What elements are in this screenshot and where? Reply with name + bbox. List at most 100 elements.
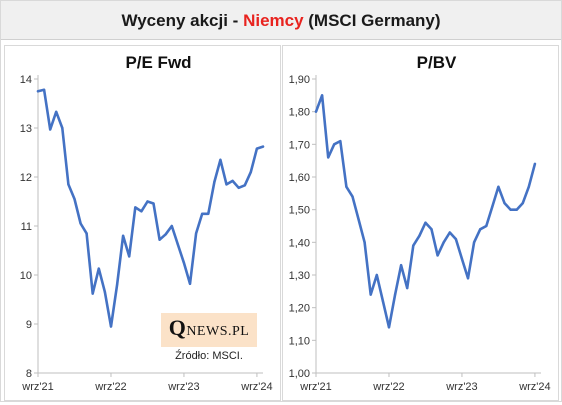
data-point	[122, 234, 125, 237]
x-tick-label: wrz'24	[240, 381, 272, 393]
data-point	[357, 218, 360, 221]
data-point	[115, 283, 119, 286]
data-point	[195, 232, 198, 235]
y-tick-label: 1,60	[289, 172, 310, 184]
page-title: Wyceny akcji - Niemcy (MSCI Germany)	[1, 1, 561, 40]
data-point	[460, 257, 464, 260]
data-point	[412, 244, 415, 247]
data-point	[327, 156, 330, 159]
data-point	[466, 277, 470, 280]
data-point	[393, 293, 397, 296]
y-tick-label: 1,20	[289, 303, 310, 315]
data-point	[219, 158, 222, 161]
data-point	[521, 202, 524, 205]
series-line	[36, 88, 265, 328]
x-tick-label: wrz'22	[372, 381, 404, 393]
pe-fwd-chart: P/E Fwd 8 9 10 11 12 13 14 wrz'21 wrz'22 wrz'23 wrz…	[20, 53, 273, 393]
data-point	[406, 286, 409, 290]
y-tick-label: 1,30	[289, 270, 310, 282]
title-accent: Niemcy	[243, 11, 304, 30]
x-tick-label: wrz'24	[518, 381, 550, 393]
data-point	[369, 293, 372, 296]
data-point	[418, 234, 421, 237]
qnews-logo: QNEWS.PL	[161, 313, 257, 347]
y-tick-label: 11	[21, 221, 32, 233]
data-point	[503, 202, 506, 205]
data-point	[485, 224, 488, 228]
x-tick-label: wrz'21	[21, 381, 53, 393]
data-point	[314, 110, 318, 113]
data-point	[164, 233, 167, 236]
data-point	[158, 238, 161, 241]
data-point	[109, 325, 113, 328]
data-point	[249, 171, 252, 174]
y-tick-label: 8	[26, 368, 32, 380]
data-point	[97, 267, 100, 270]
data-point	[261, 145, 265, 148]
data-point	[55, 110, 58, 113]
data-point	[49, 128, 52, 131]
x-tick-label: wrz'23	[445, 381, 477, 393]
chart-title: P/E Fwd	[125, 53, 191, 72]
data-point	[424, 221, 427, 224]
pbv-chart: P/BV 1,00 1,10 1,20 1,30 1,40 1,50 1,60 1,70 1,80…	[289, 53, 551, 393]
data-point	[213, 180, 216, 183]
data-point	[491, 205, 494, 208]
y-tick-label: 1,90	[289, 74, 310, 86]
y-tick-label: 1,70	[289, 139, 310, 151]
y-tick-label: 9	[26, 319, 32, 331]
data-point	[67, 183, 70, 186]
data-point	[103, 291, 106, 294]
chart-title: P/BV	[417, 53, 457, 72]
data-point	[375, 273, 378, 277]
data-point	[176, 243, 179, 246]
data-point	[231, 179, 234, 183]
logo-letter: Q	[168, 315, 187, 340]
y-tick-label: 12	[20, 172, 32, 184]
logo-rest: NEWS.PL	[186, 324, 250, 339]
y-tick-label: 14	[20, 74, 32, 86]
data-point	[225, 183, 228, 186]
title-suffix: (MSCI Germany)	[303, 11, 441, 30]
data-point	[255, 147, 259, 150]
data-point	[381, 300, 384, 303]
data-point	[533, 162, 537, 166]
x-tick-label: wrz'21	[299, 381, 331, 393]
data-point	[61, 126, 64, 130]
data-point	[42, 88, 46, 91]
data-point	[36, 90, 40, 93]
data-point	[430, 228, 433, 231]
data-point	[152, 202, 155, 205]
data-point	[207, 212, 210, 215]
series-line	[314, 93, 537, 329]
data-point	[170, 224, 173, 228]
y-tick-label: 10	[20, 270, 32, 282]
data-point	[436, 254, 439, 257]
data-point	[479, 228, 482, 231]
data-point	[515, 208, 518, 211]
data-point	[454, 237, 457, 241]
y-tick-label: 1,40	[289, 237, 310, 249]
data-point	[387, 326, 391, 329]
data-point	[527, 185, 530, 188]
y-tick-label: 1,10	[289, 335, 310, 347]
data-point	[201, 212, 204, 215]
data-point	[509, 208, 512, 211]
data-point	[351, 195, 354, 198]
data-point	[91, 292, 94, 295]
data-point	[128, 255, 131, 258]
source-note: Źródło: MSCI.	[175, 350, 243, 362]
data-point	[400, 264, 403, 267]
data-point	[237, 186, 240, 189]
data-point	[79, 222, 82, 225]
data-point	[243, 184, 246, 187]
data-point	[497, 185, 500, 188]
pbv-panel: P/BV 1,00 1,10 1,20 1,30 1,40 1,50 1,60 1,70 1,80…	[282, 45, 559, 401]
data-point	[85, 232, 88, 235]
x-tick-label: wrz'22	[94, 381, 126, 393]
title-prefix: Wyceny akcji -	[121, 11, 244, 30]
data-point	[134, 206, 137, 209]
data-point	[442, 241, 445, 244]
data-point	[146, 200, 149, 203]
